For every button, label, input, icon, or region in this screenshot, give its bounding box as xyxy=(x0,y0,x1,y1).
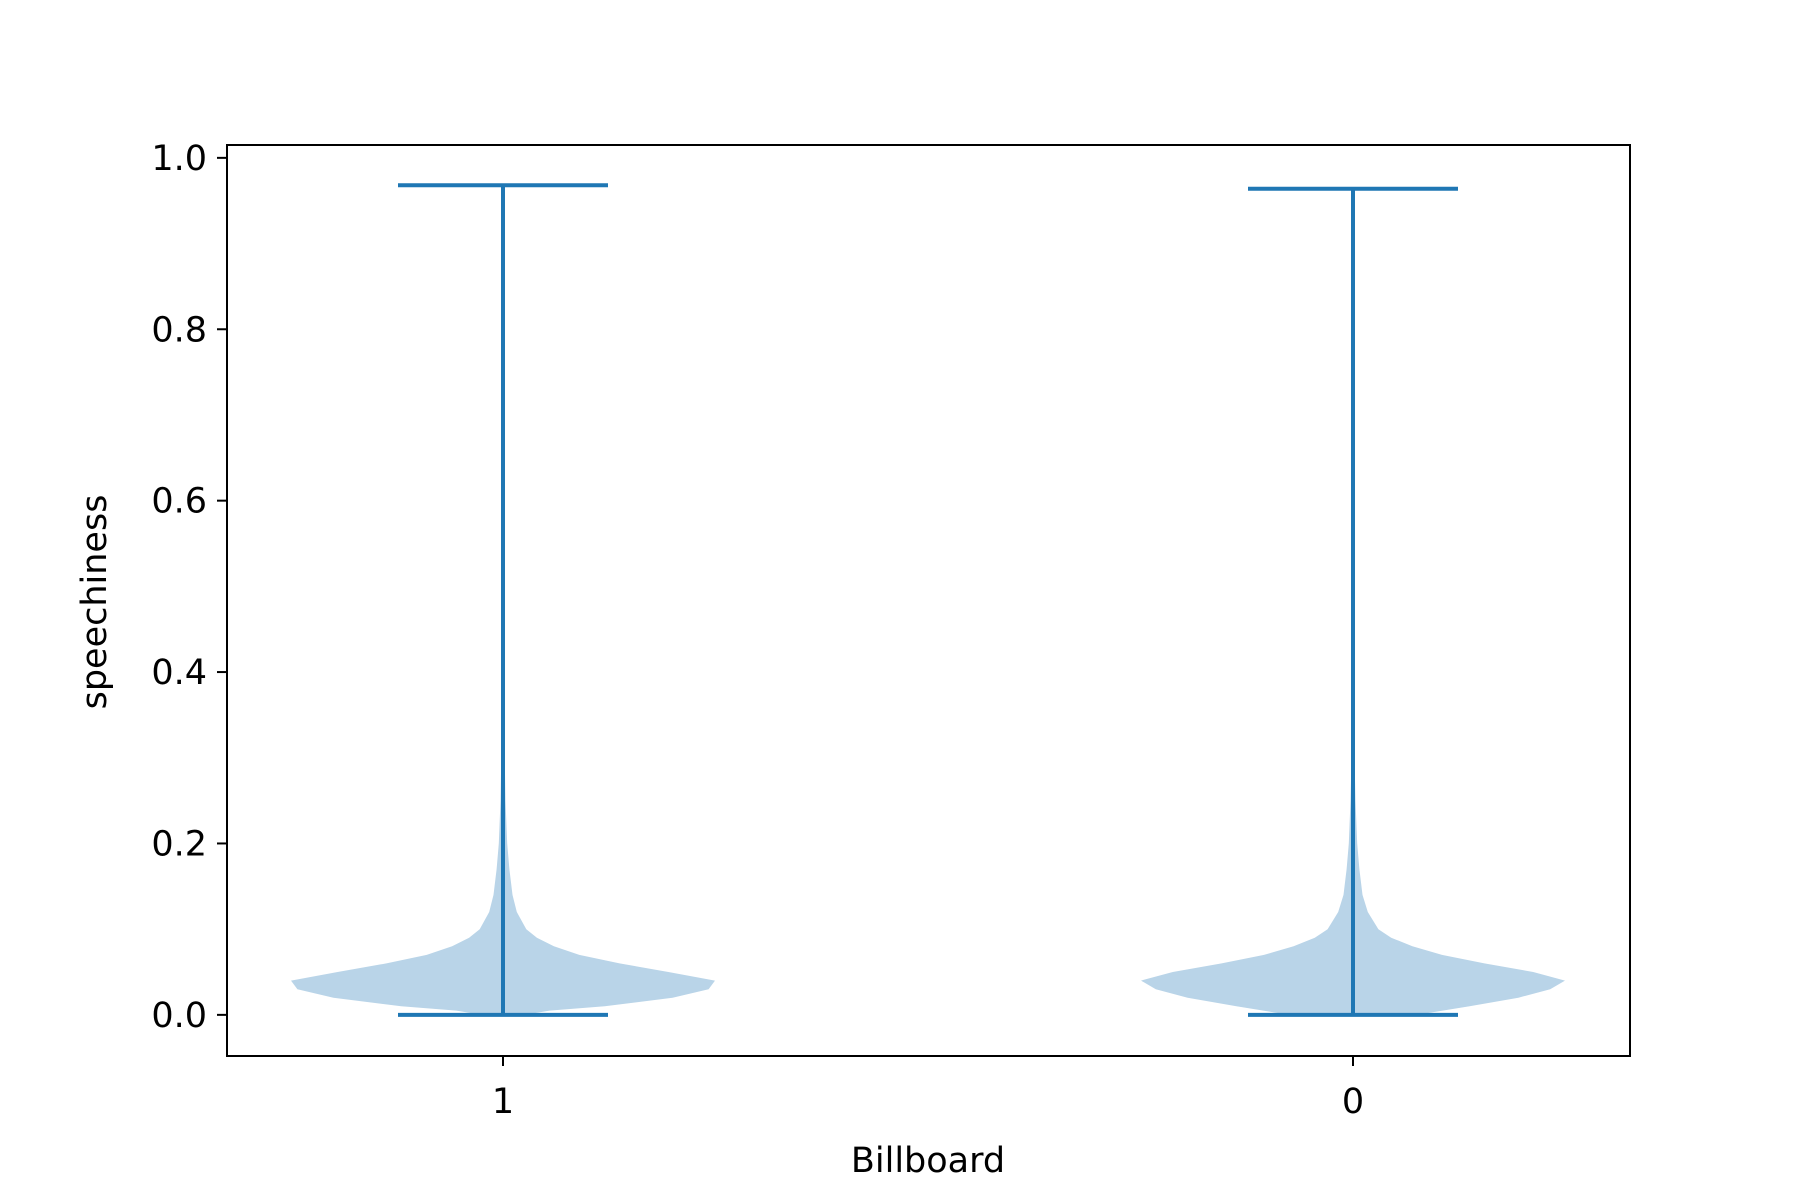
x-tick-label: 1 xyxy=(492,1082,514,1122)
y-tick-label: 0.6 xyxy=(151,482,207,522)
y-tick-label: 1.0 xyxy=(151,139,207,179)
x-axis-label: Billboard xyxy=(851,1141,1005,1181)
y-axis: 0.0 0.2 0.4 0.6 0.8 1.0 xyxy=(151,139,227,1036)
y-tick-label: 0.2 xyxy=(151,824,207,864)
y-tick-label: 0.0 xyxy=(151,996,207,1036)
x-tick-label: 0 xyxy=(1342,1082,1364,1122)
y-axis-label: speechiness xyxy=(75,495,115,710)
y-tick-label: 0.4 xyxy=(151,653,207,693)
violin-0 xyxy=(1141,186,1565,1017)
violin-layer xyxy=(291,183,1565,1017)
violin-1 xyxy=(291,183,715,1017)
plot-frame xyxy=(226,144,1631,1057)
y-tick-label: 0.8 xyxy=(151,310,207,350)
